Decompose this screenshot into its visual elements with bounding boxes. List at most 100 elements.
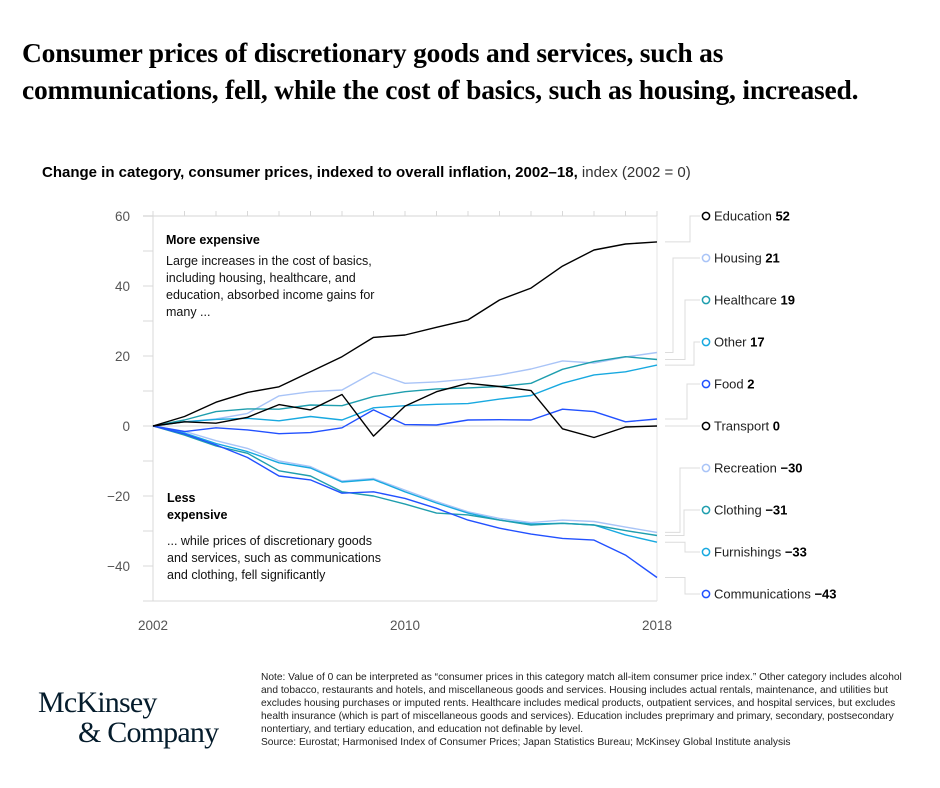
connector-recreation [665,467,700,533]
annotation-less-expensive: Less expensive ... while prices of discr… [167,491,381,582]
legend-name: Food [714,377,747,392]
legend-marker-icon [701,547,711,557]
legend-name: Transport [714,419,773,434]
connector-other [665,341,700,366]
legend-label: Communications −43 [714,587,837,602]
logo-line-2: & Company [78,716,219,749]
plot-frame [143,211,658,602]
legend-value: −30 [780,461,802,476]
legend-value: −31 [765,503,787,518]
legend-label: Clothing −31 [714,503,787,518]
legend-value: 52 [775,209,789,224]
legend-item-healthcare: Healthcare 19 [701,293,795,308]
annotation-more-heading: More expensive [166,233,260,247]
series-line-clothing [152,425,658,537]
series-line-transport [152,382,658,439]
series-line-communications [152,425,658,579]
legend-value: 2 [747,377,754,392]
legend-item-communications: Communications −43 [701,587,837,602]
legend-name: Communications [714,587,814,602]
connector-clothing [665,509,700,537]
legend-label: Transport 0 [714,419,780,434]
series-line-food [152,408,658,435]
legend-item-housing: Housing 21 [701,251,780,266]
series-line-education [152,241,658,427]
legend-name: Other [714,335,750,350]
x-tick-label: 2010 [390,618,420,633]
legend-marker-icon [701,211,711,221]
annotation-more-expensive: More expensive Large increases in the co… [166,233,374,319]
subtitle-main: Change in category, consumer prices, ind… [42,164,578,181]
legend-name: Housing [714,251,765,266]
annotation-more-line: Large increases in the cost of basics, [166,254,372,268]
subtitle-unit: index (2002 = 0) [577,164,691,181]
legend-value: 17 [750,335,764,350]
legend-value: 19 [780,293,794,308]
logo-line-1: McKinsey [38,686,157,719]
annotation-less-heading: Less [167,491,196,505]
legend-marker-icon [701,379,711,389]
mckinsey-logo: McKinsey & Company [38,686,219,749]
legend-name: Clothing [714,503,765,518]
x-tick-label: 2018 [642,618,672,633]
annotation-less-heading: expensive [167,508,228,522]
connector-healthcare [665,299,700,360]
legend-label: Food 2 [714,377,754,392]
y-tick-label: −40 [107,559,130,574]
annotation-more-line: education, absorbed income gains for [166,288,374,302]
y-tick-label: 20 [115,349,130,364]
legend-item-recreation: Recreation −30 [701,461,803,476]
legend-marker-icon [701,295,711,305]
series-line-recreation [152,425,658,534]
y-tick-labels: 60 40 20 0 −20 −40 [107,209,130,574]
y-tick-label: −20 [107,489,130,504]
y-ticks [143,215,153,602]
y-tick-label: 60 [115,209,130,224]
legend-label: Recreation −30 [714,461,803,476]
legend-item-clothing: Clothing −31 [701,503,787,518]
legend-marker-icon [701,463,711,473]
legend-name: Furnishings [714,545,785,560]
annotation-more-line: including housing, healthcare, and [166,271,356,285]
x-tick-labels: 2002 2010 2018 [138,618,672,633]
legend-label: Other 17 [714,335,765,350]
annotation-less-line: and clothing, fell significantly [167,568,326,582]
connector-food [665,383,700,420]
legend-label: Furnishings −33 [714,545,807,560]
legend-value: −43 [814,587,836,602]
legend-name: Recreation [714,461,780,476]
legend-marker-icon [701,337,711,347]
footnote: Note: Value of 0 can be interpreted as “… [261,671,921,749]
legend-item-education: Education 52 [701,209,790,224]
legend-item-food: Food 2 [701,377,754,392]
y-tick-label: 0 [122,419,130,434]
legend-marker-icon [701,505,711,515]
top-ticks [152,211,658,216]
annotation-more-line: many ... [166,305,210,319]
legend-name: Healthcare [714,293,780,308]
chart-subtitle: Change in category, consumer prices, ind… [42,164,691,181]
line-chart: 60 40 20 0 −20 −40 2002 2010 2018 More expensiv… [107,209,837,634]
legend: Education 52 Housing 21 Healthcare 19 Other… [701,209,837,602]
annotation-less-line: ... while prices of discretionary goods [167,534,372,548]
series-line-housing [152,351,658,427]
connector-communications [665,577,700,595]
legend-item-other: Other 17 [701,335,765,350]
connector-furnishings [665,541,700,553]
legend-label: Education 52 [714,209,790,224]
legend-value: −33 [785,545,807,560]
legend-name: Education [714,209,775,224]
chart-headline: Consumer prices of discretionary goods a… [22,37,859,105]
note-text: Note: Value of 0 can be interpreted as “… [261,672,902,735]
x-tick-label: 2002 [138,618,168,633]
legend-label: Housing 21 [714,251,780,266]
legend-connectors [665,215,700,595]
legend-item-furnishings: Furnishings −33 [701,545,807,560]
legend-marker-icon [701,589,711,599]
legend-marker-icon [701,421,711,431]
legend-marker-icon [701,253,711,263]
y-tick-label: 40 [115,279,130,294]
legend-item-transport: Transport 0 [701,419,780,434]
series-lines [152,241,658,579]
connector-education [665,215,700,243]
